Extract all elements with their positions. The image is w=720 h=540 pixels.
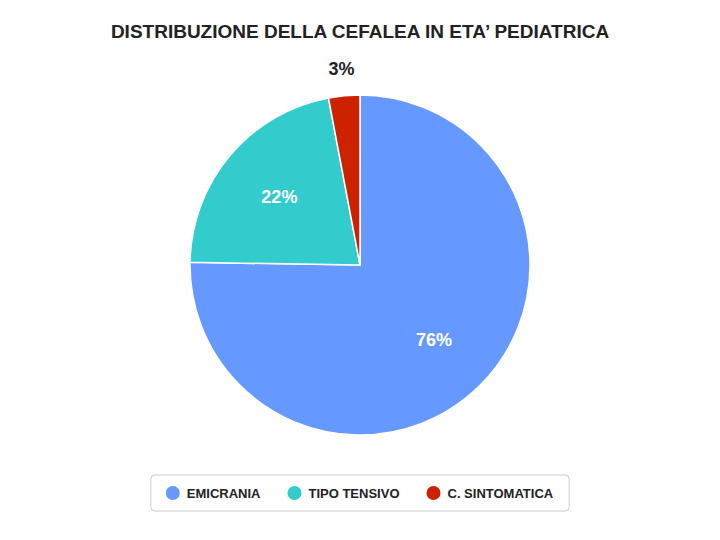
legend-swatch — [166, 486, 180, 500]
data-label: 3% — [329, 59, 355, 79]
data-label: 22% — [261, 187, 297, 207]
title: DISTRIBUZIONE DELLA CEFALEA IN ETA’ PEDI… — [111, 21, 610, 42]
legend-swatch — [427, 486, 441, 500]
slice — [190, 95, 530, 435]
data-labels: 76% 22% 3% — [261, 59, 452, 350]
chart: DISTRIBUZIONE DELLA CEFALEA IN ETA’ PEDI… — [0, 0, 720, 540]
legend-label: C. SINTOMATICA — [448, 486, 554, 501]
slice — [328, 95, 360, 265]
legend-label: TIPO TENSIVO — [308, 486, 399, 501]
legend: EMICRANIA TIPO TENSIVO C. SINTOMATICA — [151, 475, 569, 511]
legend-label: EMICRANIA — [187, 486, 261, 501]
pie — [190, 95, 530, 435]
legend-box — [151, 475, 569, 511]
legend-swatch — [287, 486, 301, 500]
data-label: 76% — [416, 330, 452, 350]
